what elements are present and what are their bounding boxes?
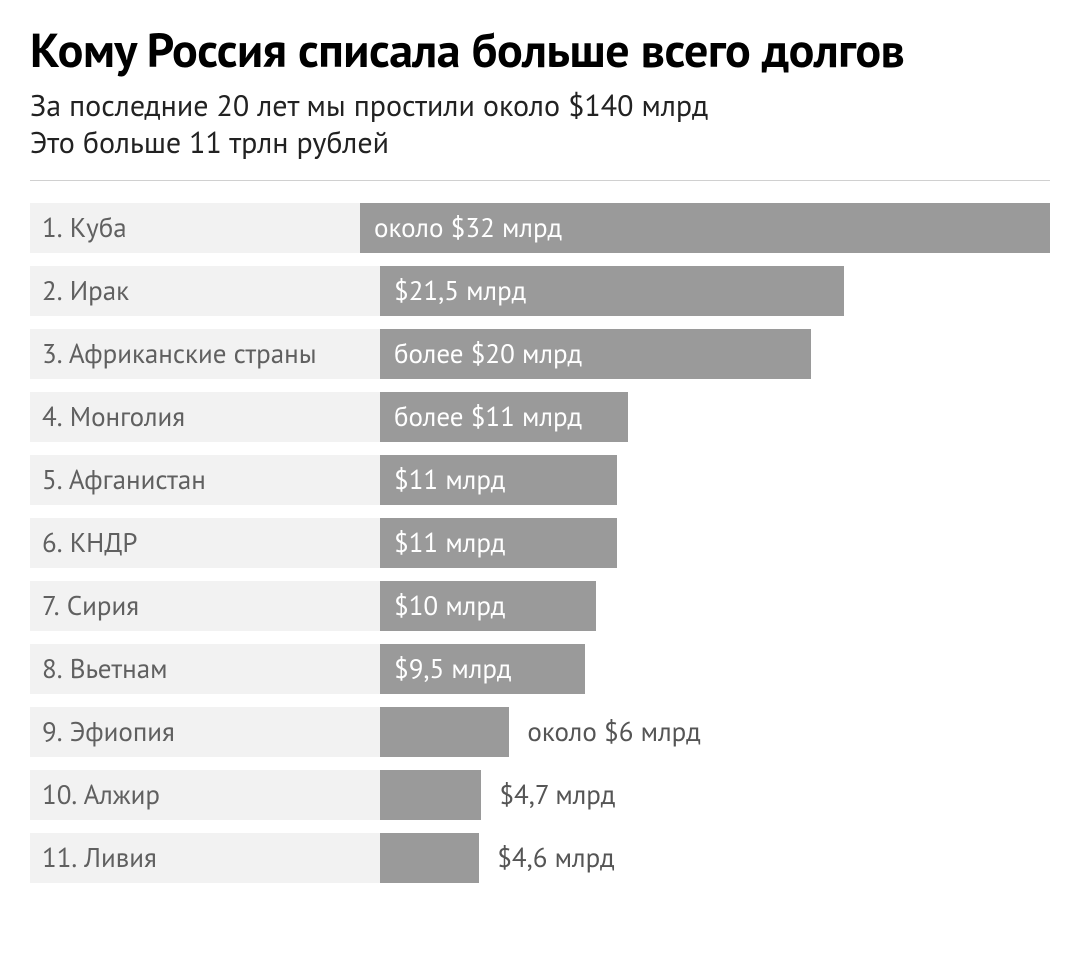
row-bar-track: $21,5 млрд xyxy=(380,266,1050,316)
row-label: 1. Куба xyxy=(30,203,360,253)
chart-row: 10. Алжир $4,7 млрд xyxy=(30,770,1050,820)
row-value-label: более $20 млрд xyxy=(394,337,582,371)
row-bar: $11 млрд xyxy=(380,518,617,568)
row-value-label: $4,6 млрд xyxy=(497,841,614,875)
row-label: 6. КНДР xyxy=(30,518,380,568)
row-label: 8. Вьетнам xyxy=(30,644,380,694)
row-name: Вьетнам xyxy=(63,652,168,686)
chart-subtitle: За последние 20 лет мы простили около $1… xyxy=(30,87,1050,162)
row-bar-track: $11 млрд xyxy=(380,518,1050,568)
row-rank: 8. xyxy=(42,652,63,686)
chart-row: 8. Вьетнам $9,5 млрд xyxy=(30,644,1050,694)
chart-row: 6. КНДР $11 млрд xyxy=(30,518,1050,568)
chart-row: 4. Монголия более $11 млрд xyxy=(30,392,1050,442)
row-bar-track: более $20 млрд xyxy=(380,329,1050,379)
row-rank: 1. xyxy=(42,211,63,245)
row-bar xyxy=(380,707,509,757)
row-label: 11. Ливия xyxy=(30,833,380,883)
row-bar: $10 млрд xyxy=(380,581,596,631)
chart-row: 5. Афганистан $11 млрд xyxy=(30,455,1050,505)
row-name: Эфиопия xyxy=(63,715,175,749)
row-name: Ливия xyxy=(77,841,157,875)
row-value-label: около $32 млрд xyxy=(374,211,562,245)
row-value-label: $21,5 млрд xyxy=(394,274,526,308)
chart-row: 9. Эфиопия около $6 млрд xyxy=(30,707,1050,757)
row-bar-track: $4,6 млрд xyxy=(380,833,1050,883)
row-rank: 6. xyxy=(42,526,63,560)
row-bar: $11 млрд xyxy=(380,455,617,505)
row-label: 5. Афганистан xyxy=(30,455,380,505)
row-name: КНДР xyxy=(63,526,138,560)
row-label: 7. Сирия xyxy=(30,581,380,631)
row-name: Ирак xyxy=(63,274,130,308)
row-name: Монголия xyxy=(63,400,186,434)
row-label: 3. Африканские страны xyxy=(30,329,380,379)
row-bar-track: $9,5 млрд xyxy=(380,644,1050,694)
row-bar: около $32 млрд xyxy=(360,203,1050,253)
row-name: Афганистан xyxy=(63,463,206,497)
row-rank: 9. xyxy=(42,715,63,749)
chart-row: 3. Африканские страны более $20 млрд xyxy=(30,329,1050,379)
row-bar: более $11 млрд xyxy=(380,392,628,442)
row-rank: 5. xyxy=(42,463,63,497)
debt-forgiveness-bar-chart: 1. Куба около $32 млрд 2. Ирак $21,5 млрд 3.… xyxy=(30,203,1050,883)
subtitle-line-1: За последние 20 лет мы простили около $1… xyxy=(30,86,708,125)
chart-row: 11. Ливия $4,6 млрд xyxy=(30,833,1050,883)
row-value-label: $11 млрд xyxy=(394,526,505,560)
row-bar-track: более $11 млрд xyxy=(380,392,1050,442)
chart-row: 1. Куба около $32 млрд xyxy=(30,203,1050,253)
row-label: 2. Ирак xyxy=(30,266,380,316)
row-name: Куба xyxy=(63,211,127,245)
row-bar-track: $4,7 млрд xyxy=(380,770,1050,820)
row-value-label: $10 млрд xyxy=(394,589,505,623)
row-bar-track: около $6 млрд xyxy=(380,707,1050,757)
row-name: Африканские страны xyxy=(63,337,317,371)
row-label: 9. Эфиопия xyxy=(30,707,380,757)
row-label: 4. Монголия xyxy=(30,392,380,442)
row-value-label: $11 млрд xyxy=(394,463,505,497)
row-rank: 3. xyxy=(42,337,63,371)
infographic-container: Кому Россия списала больше всего долгов … xyxy=(0,0,1080,923)
row-value-label: около $6 млрд xyxy=(527,715,700,749)
row-bar-track: около $32 млрд xyxy=(360,203,1050,253)
row-name: Сирия xyxy=(60,589,140,623)
row-rank: 4. xyxy=(42,400,63,434)
chart-title: Кому Россия списала больше всего долгов xyxy=(30,24,1050,77)
row-bar xyxy=(380,770,481,820)
subtitle-line-2: Это больше 11 трлн рублей xyxy=(30,123,389,162)
row-value-label: $4,7 млрд xyxy=(499,778,615,812)
row-label: 10. Алжир xyxy=(30,770,380,820)
row-bar: $9,5 млрд xyxy=(380,644,585,694)
row-rank: 2. xyxy=(42,274,63,308)
row-bar-track: $10 млрд xyxy=(380,581,1050,631)
row-bar-track: $11 млрд xyxy=(380,455,1050,505)
row-value-label: $9,5 млрд xyxy=(394,652,511,686)
row-rank: 7. xyxy=(42,589,60,623)
row-bar xyxy=(380,833,479,883)
row-name: Алжир xyxy=(77,778,160,812)
row-rank: 11. xyxy=(42,841,77,875)
chart-row: 2. Ирак $21,5 млрд xyxy=(30,266,1050,316)
row-bar: $21,5 млрд xyxy=(380,266,844,316)
row-bar: более $20 млрд xyxy=(380,329,811,379)
chart-row: 7. Сирия $10 млрд xyxy=(30,581,1050,631)
header-divider xyxy=(30,180,1050,181)
row-rank: 10. xyxy=(42,778,77,812)
row-value-label: более $11 млрд xyxy=(394,400,582,434)
